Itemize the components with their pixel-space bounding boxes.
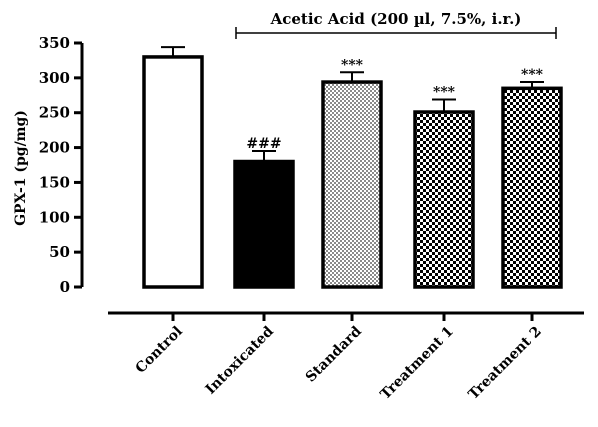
category-label: Control (133, 324, 186, 377)
bar-treatment-2 (501, 86, 563, 289)
category-labels: Control Intoxicated Standard Treatment 1 Tre… (133, 323, 545, 402)
y-tick-label: 300 (39, 69, 70, 87)
y-tick-label: 250 (39, 104, 70, 122)
y-tick-label: 350 (39, 34, 70, 52)
y-axis-title-group: GPX-1 (pg/mg) (13, 110, 29, 226)
category-label: Intoxicated (203, 323, 277, 397)
y-axis-title: GPX-1 (pg/mg) (13, 110, 29, 226)
significance-label: ### (246, 136, 281, 152)
y-axis: 0 50 100 150 200 250 300 350 (39, 34, 84, 296)
category-label: Treatment 1 (377, 324, 456, 403)
bar-treatment-1 (413, 110, 475, 289)
treatment-bracket: Acetic Acid (200 µl, 7.5%, i.r.) (235, 10, 557, 39)
y-tick-label: 50 (49, 243, 70, 261)
y-tick-label: 0 (60, 278, 70, 296)
y-tick-label: 100 (39, 208, 70, 226)
bars (142, 55, 563, 289)
y-tick-label: 150 (39, 173, 70, 191)
significance-label: *** (341, 57, 364, 73)
error-bars (161, 46, 544, 162)
significance-label: *** (521, 67, 544, 83)
category-label: Treatment 2 (465, 324, 544, 403)
category-label: Standard (303, 323, 365, 385)
bar-standard (321, 80, 383, 289)
significance-label: *** (433, 84, 456, 100)
x-axis (108, 311, 584, 321)
significance-markers: ### *** *** *** (246, 57, 543, 152)
bar-control (142, 55, 204, 289)
y-tick-label: 200 (39, 139, 70, 157)
bracket-label: Acetic Acid (200 µl, 7.5%, i.r.) (270, 10, 522, 28)
bar-intoxicated (233, 159, 295, 289)
